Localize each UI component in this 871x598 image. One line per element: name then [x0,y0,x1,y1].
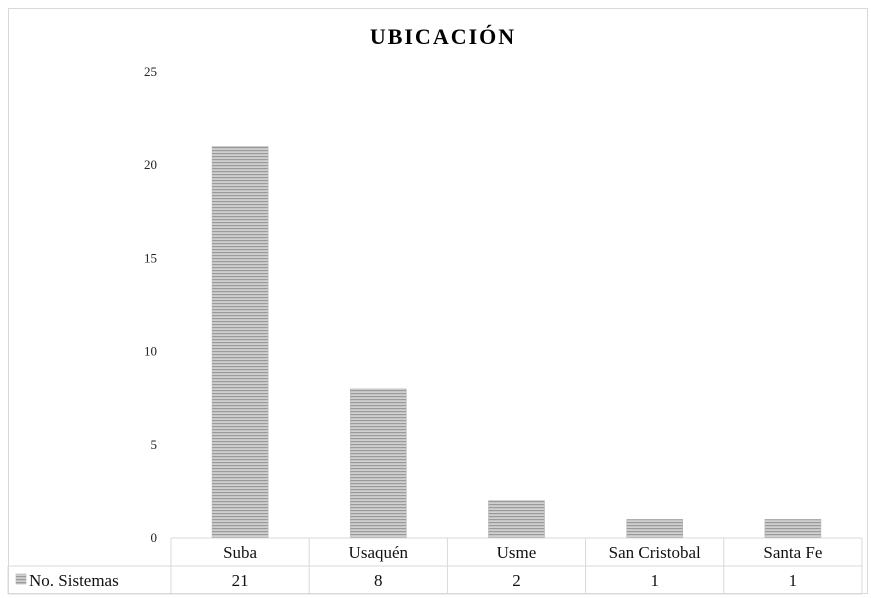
y-tick-label: 5 [151,437,158,452]
value-label: 1 [650,571,659,590]
category-label: Suba [223,543,257,562]
y-axis: 0 5 10 15 20 25 [144,64,157,545]
bar [488,500,545,539]
legend-label: No. Sistemas [29,571,119,590]
bars [211,146,822,539]
data-table: Suba 21 Usaquén 8 Usme 2 San Cristobal 1 Santa F… [7,537,863,595]
value-label: 1 [789,571,798,590]
value-label: 21 [232,571,249,590]
y-tick-label: 10 [144,344,157,359]
y-tick-label: 20 [144,157,157,172]
y-tick-label: 25 [144,64,157,79]
category-label: Santa Fe [763,543,822,562]
category-label: Usaquén [349,543,409,562]
chart-title: UBICACIÓN [370,24,516,49]
bar [211,146,269,539]
bar [626,519,684,539]
y-tick-label: 0 [151,530,158,545]
value-label: 2 [512,571,521,590]
category-label: San Cristobal [609,543,701,562]
value-label: 8 [374,571,383,590]
legend-swatch [15,573,27,585]
bar [349,388,407,539]
bar [764,519,822,539]
category-label: Usme [497,543,537,562]
y-tick-label: 15 [144,250,157,265]
